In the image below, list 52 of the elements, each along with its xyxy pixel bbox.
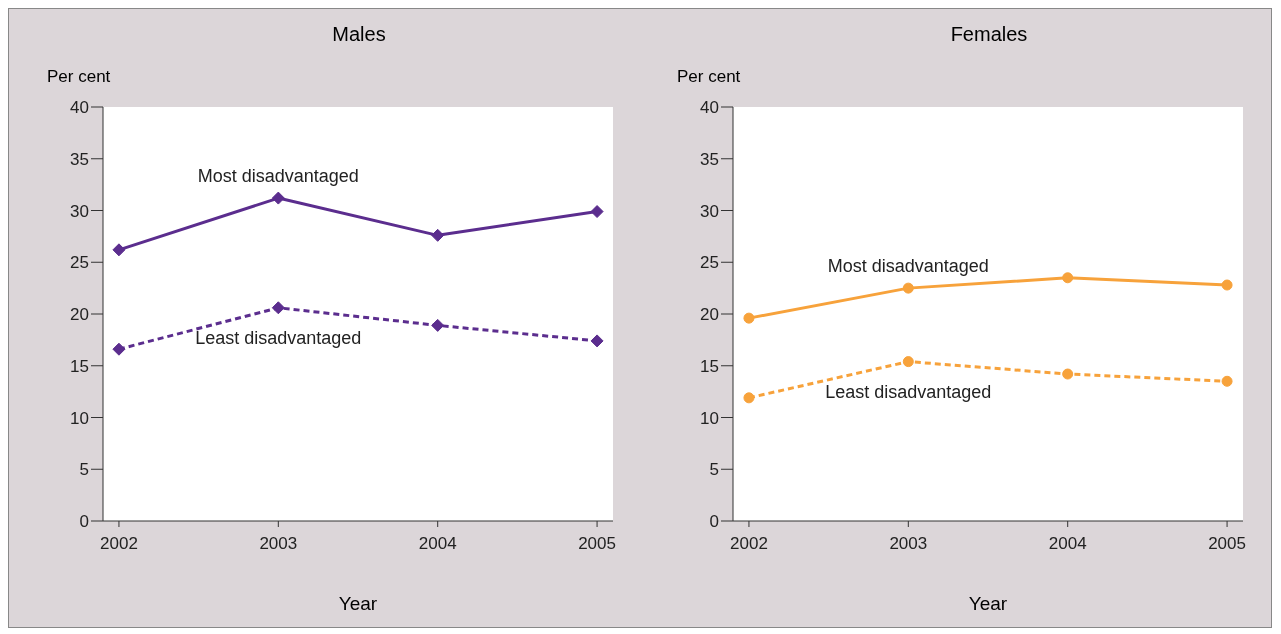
point — [590, 334, 604, 348]
y-axis-title: Per cent — [47, 67, 111, 87]
y-tick-label: 35 — [70, 149, 89, 169]
y-tick-label: 10 — [70, 408, 89, 428]
point — [112, 342, 126, 356]
x-tick-label: 2005 — [578, 534, 616, 554]
series-label: Most disadvantaged — [197, 166, 359, 187]
series-label: Least disadvantaged — [825, 381, 992, 402]
point — [112, 243, 126, 257]
x-axis-title: Year — [967, 593, 1009, 615]
y-tick-label: 20 — [70, 305, 89, 325]
y-tick-label: 40 — [70, 98, 89, 118]
point — [902, 356, 914, 368]
x-tick-label: 2002 — [730, 534, 768, 554]
x-tick-label: 2005 — [1208, 534, 1246, 554]
y-tick-label: 5 — [709, 460, 719, 480]
point — [271, 301, 285, 315]
x-tick-label: 2004 — [1048, 534, 1087, 554]
x-tick-label: 2003 — [259, 534, 298, 554]
y-tick-label: 25 — [70, 253, 89, 273]
y-axis-title: Per cent — [677, 67, 741, 87]
y-tick-label: 30 — [70, 201, 89, 221]
y-tick-label: 30 — [700, 201, 719, 221]
point — [902, 282, 914, 294]
point — [743, 312, 755, 324]
y-tick-label: 15 — [70, 356, 89, 376]
y-tick-label: 20 — [700, 305, 719, 325]
y-tick-label: 15 — [700, 356, 719, 376]
y-tick-label: 25 — [700, 253, 719, 273]
y-tick-label: 35 — [700, 149, 719, 169]
y-tick-label: 0 — [709, 512, 719, 532]
y-tick-label: 40 — [700, 98, 719, 118]
point — [1221, 375, 1233, 387]
point — [1221, 279, 1233, 291]
series-label: Most disadvantaged — [827, 256, 989, 277]
point — [431, 228, 445, 242]
y-tick-label: 10 — [700, 408, 719, 428]
chart-title: Females — [949, 22, 1029, 46]
point — [1062, 272, 1074, 284]
point — [1062, 368, 1074, 380]
point — [271, 191, 285, 205]
x-tick-label: 2004 — [418, 534, 457, 554]
point — [431, 318, 445, 332]
point — [743, 392, 755, 404]
series-label: Least disadvantaged — [195, 327, 362, 348]
x-axis-title: Year — [337, 593, 379, 615]
y-tick-label: 5 — [79, 460, 89, 480]
point — [590, 205, 604, 219]
y-tick-label: 0 — [79, 512, 89, 532]
x-tick-label: 2003 — [889, 534, 928, 554]
chart-title: Males — [331, 22, 387, 46]
x-tick-label: 2002 — [100, 534, 138, 554]
